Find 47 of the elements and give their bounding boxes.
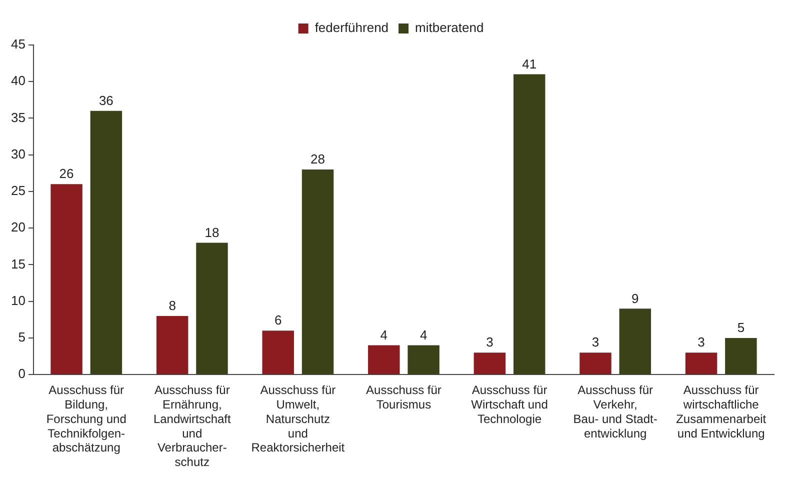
data-label: 6 [274, 312, 282, 328]
bar [580, 352, 612, 374]
x-tick-label: Ausschuss für wirtschaftliche Zusammenarbeit und Entwicklung [676, 383, 767, 440]
data-label: 28 [310, 152, 326, 167]
data-label: 4 [420, 327, 428, 342]
bar [368, 345, 400, 374]
y-tick-label: 45 [10, 36, 26, 52]
bar [90, 110, 122, 374]
y-tick-label: 25 [10, 183, 26, 198]
data-label: 3 [486, 334, 494, 350]
y-tick-label: 35 [10, 110, 26, 125]
data-label: 41 [522, 56, 537, 72]
legend-label: federführend [314, 20, 389, 36]
data-label: 3 [592, 334, 600, 350]
data-label: 4 [380, 327, 388, 342]
data-label: 26 [59, 166, 74, 182]
bar [408, 345, 440, 374]
bar [262, 330, 294, 374]
y-tick-label: 0 [18, 366, 26, 382]
data-label: 3 [698, 334, 705, 350]
bar [513, 74, 546, 374]
y-tick-label: 40 [10, 73, 26, 88]
x-tick-label: Ausschuss für Bildung, Forschung und Technikfolgen- abschätzung [46, 383, 126, 455]
bar [196, 242, 228, 374]
y-tick-label: 30 [10, 146, 26, 162]
x-tick-label: Ausschuss für Verkehr, Bau- und Stadt- entwicklung [573, 383, 658, 440]
x-tick-label: Ausschuss für Wirtschaft und Technologie [471, 383, 548, 426]
y-tick-label: 10 [10, 292, 26, 308]
bar [302, 170, 334, 374]
y-tick-label: 20 [10, 220, 26, 235]
bar [474, 352, 506, 374]
data-label: 18 [204, 224, 220, 240]
data-label: 9 [632, 290, 639, 306]
bar [50, 184, 82, 374]
data-label: 8 [168, 298, 176, 314]
x-tick-label: Ausschuss für Ernährung, Landwirtschaft und Verbraucher- schutz [153, 383, 232, 470]
legend-label: mitberatend [415, 20, 484, 36]
data-label: 36 [98, 93, 114, 108]
x-tick-label: Ausschuss für Tourismus [366, 383, 442, 412]
y-tick-label: 15 [10, 256, 26, 272]
bar [619, 308, 652, 374]
y-tick-label: 5 [18, 330, 26, 345]
bar [725, 338, 757, 374]
bar [156, 316, 188, 374]
bar [685, 352, 718, 374]
data-label: 5 [737, 320, 745, 336]
x-tick-label: Ausschuss für Umwelt, Naturschutz und Reaktorsicherheit [251, 383, 346, 455]
